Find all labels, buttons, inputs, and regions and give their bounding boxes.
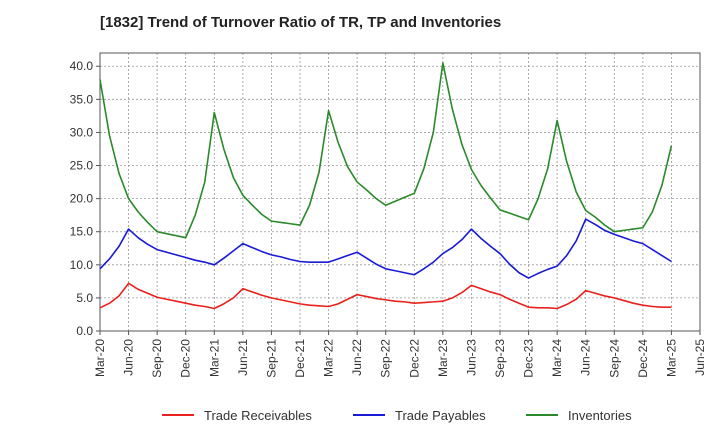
x-tick-label: Dec-23 xyxy=(522,339,536,378)
x-tick-label: Jun-22 xyxy=(350,339,364,376)
x-tick-label: Dec-22 xyxy=(407,339,421,378)
series-line-trade-payables xyxy=(99,218,672,279)
x-tick-label: Sep-20 xyxy=(150,339,164,378)
x-tick-label: Sep-23 xyxy=(493,339,507,378)
y-tick-label: 15.0 xyxy=(70,225,94,239)
y-tick-label: 25.0 xyxy=(70,159,94,173)
x-tick-label: Mar-21 xyxy=(207,339,221,377)
x-tick-label: Sep-24 xyxy=(607,339,621,378)
y-tick-label: 40.0 xyxy=(70,59,94,73)
x-tick-label: Mar-23 xyxy=(436,339,450,377)
x-tick-label: Jun-20 xyxy=(122,339,136,376)
legend: Trade Receivables Trade Payables Inventori… xyxy=(162,408,632,423)
grid xyxy=(99,53,701,332)
x-tick-label: Mar-25 xyxy=(664,339,678,377)
legend-label: Inventories xyxy=(568,408,632,423)
x-tick-label: Dec-21 xyxy=(293,339,307,378)
legend-label: Trade Receivables xyxy=(204,408,312,423)
x-tick-label: Jun-24 xyxy=(579,339,593,376)
y-tick-label: 10.0 xyxy=(70,258,94,272)
axes: 0.0 5.0 10.0 15.0 20.0 25.0 30.0 35.0 40.0 Mar-20… xyxy=(70,52,707,378)
series-line-inventories xyxy=(99,62,673,239)
y-tick-label: 30.0 xyxy=(70,125,94,139)
x-tick-label: Mar-24 xyxy=(550,339,564,377)
plot-frame xyxy=(99,52,701,332)
x-tick-label: Dec-24 xyxy=(636,339,650,378)
x-tick-label: Mar-20 xyxy=(93,339,107,377)
x-tick-label: Mar-22 xyxy=(322,339,336,377)
x-tick-label: Sep-22 xyxy=(379,339,393,378)
chart-title: [1832] Trend of Turnover Ratio of TR, TP… xyxy=(100,14,502,31)
series-lines xyxy=(99,62,673,310)
x-tick-label: Dec-20 xyxy=(179,339,193,378)
series-line-trade-receivables xyxy=(99,282,672,310)
x-tick-label: Jun-23 xyxy=(464,339,478,376)
x-tick-label: Jun-21 xyxy=(236,339,250,376)
y-tick-label: 35.0 xyxy=(70,92,94,106)
y-tick-label: 0.0 xyxy=(76,324,93,338)
x-tick-label: Sep-21 xyxy=(264,339,278,378)
y-tick-label: 5.0 xyxy=(76,291,93,305)
y-tick-label: 20.0 xyxy=(70,192,94,206)
legend-label: Trade Payables xyxy=(395,408,486,423)
x-tick-label: Jun-25 xyxy=(693,339,707,376)
